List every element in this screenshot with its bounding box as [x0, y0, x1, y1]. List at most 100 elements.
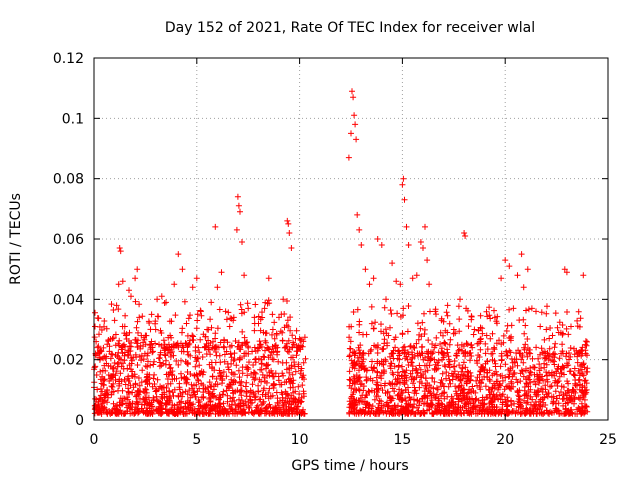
data-point — [266, 401, 273, 408]
data-point — [524, 408, 531, 415]
data-point — [577, 315, 584, 322]
x-axis-label: GPS time / hours — [291, 458, 408, 474]
data-point — [300, 390, 307, 397]
data-point — [291, 359, 298, 366]
data-point — [99, 388, 106, 395]
data-point — [523, 409, 530, 416]
data-point — [115, 349, 122, 356]
data-point — [129, 400, 136, 407]
data-point — [502, 374, 509, 381]
data-point — [175, 361, 182, 368]
data-point — [290, 395, 297, 402]
data-point — [458, 382, 465, 389]
data-point — [577, 363, 584, 370]
data-point — [442, 406, 449, 413]
data-point — [402, 387, 409, 393]
data-point — [255, 320, 262, 327]
data-point — [113, 368, 120, 375]
data-point — [270, 381, 277, 388]
data-point — [287, 327, 294, 334]
data-point — [510, 305, 517, 312]
data-point — [539, 373, 545, 380]
data-point — [413, 367, 420, 373]
data-point — [198, 380, 205, 387]
data-point — [181, 375, 188, 382]
data-point — [287, 314, 294, 321]
data-point — [219, 380, 225, 387]
data-point — [265, 389, 272, 396]
data-point — [521, 346, 528, 353]
data-point — [536, 367, 543, 374]
data-point — [223, 410, 230, 416]
data-point — [245, 350, 252, 357]
data-point — [292, 388, 299, 395]
data-point — [574, 411, 581, 417]
axis-ticks: 0 0.02 0.04 0.06 0.08 0.1 0.12 0 5 10 15 20 25 — [53, 51, 617, 448]
data-point — [97, 392, 104, 399]
data-point — [300, 338, 307, 345]
data-point — [580, 272, 587, 279]
data-point — [286, 230, 293, 236]
data-point — [168, 406, 175, 413]
data-point — [251, 394, 258, 401]
data-point — [164, 397, 171, 404]
data-point — [126, 329, 133, 336]
y-tick-label: 0.06 — [53, 232, 84, 248]
data-point — [508, 333, 515, 340]
data-point — [547, 357, 554, 364]
data-point — [479, 364, 486, 371]
data-point — [152, 340, 159, 347]
data-point — [166, 361, 173, 368]
data-point — [429, 341, 436, 347]
data-point — [433, 334, 440, 341]
data-point — [434, 386, 441, 393]
data-point — [506, 263, 513, 270]
data-point — [438, 345, 445, 352]
data-point — [251, 376, 258, 383]
data-point — [457, 377, 464, 383]
data-point — [249, 399, 256, 406]
data-point — [374, 236, 381, 242]
data-point — [261, 305, 268, 312]
data-point — [481, 410, 488, 417]
data-point — [552, 310, 559, 317]
data-point — [399, 331, 406, 338]
data-point — [531, 371, 538, 378]
data-point — [521, 330, 528, 337]
data-point — [397, 392, 403, 399]
data-point — [452, 383, 459, 390]
data-point — [522, 341, 529, 348]
data-point — [462, 349, 469, 356]
data-point — [357, 381, 364, 388]
data-point — [126, 348, 133, 355]
data-point — [213, 375, 220, 382]
data-point — [375, 393, 382, 400]
data-point — [207, 340, 214, 346]
data-point — [392, 406, 399, 413]
data-point — [265, 345, 272, 352]
data-point — [202, 333, 209, 340]
data-point — [100, 408, 107, 414]
data-point — [427, 357, 434, 364]
data-point — [346, 323, 353, 330]
data-point — [401, 343, 408, 350]
data-point — [544, 303, 550, 310]
data-point — [301, 334, 308, 341]
data-point — [224, 339, 231, 346]
data-point — [289, 332, 296, 339]
y-tick-label: 0.02 — [53, 353, 84, 369]
data-point — [368, 387, 375, 394]
data-point — [380, 370, 387, 377]
data-point — [243, 339, 250, 346]
data-point — [445, 353, 452, 360]
data-point — [291, 363, 298, 370]
data-point — [212, 335, 219, 342]
data-point — [583, 403, 590, 410]
data-point — [175, 393, 182, 400]
data-point — [478, 379, 484, 386]
data-point — [255, 382, 262, 389]
data-point — [497, 363, 504, 370]
data-point — [421, 400, 428, 407]
data-point — [288, 377, 295, 384]
